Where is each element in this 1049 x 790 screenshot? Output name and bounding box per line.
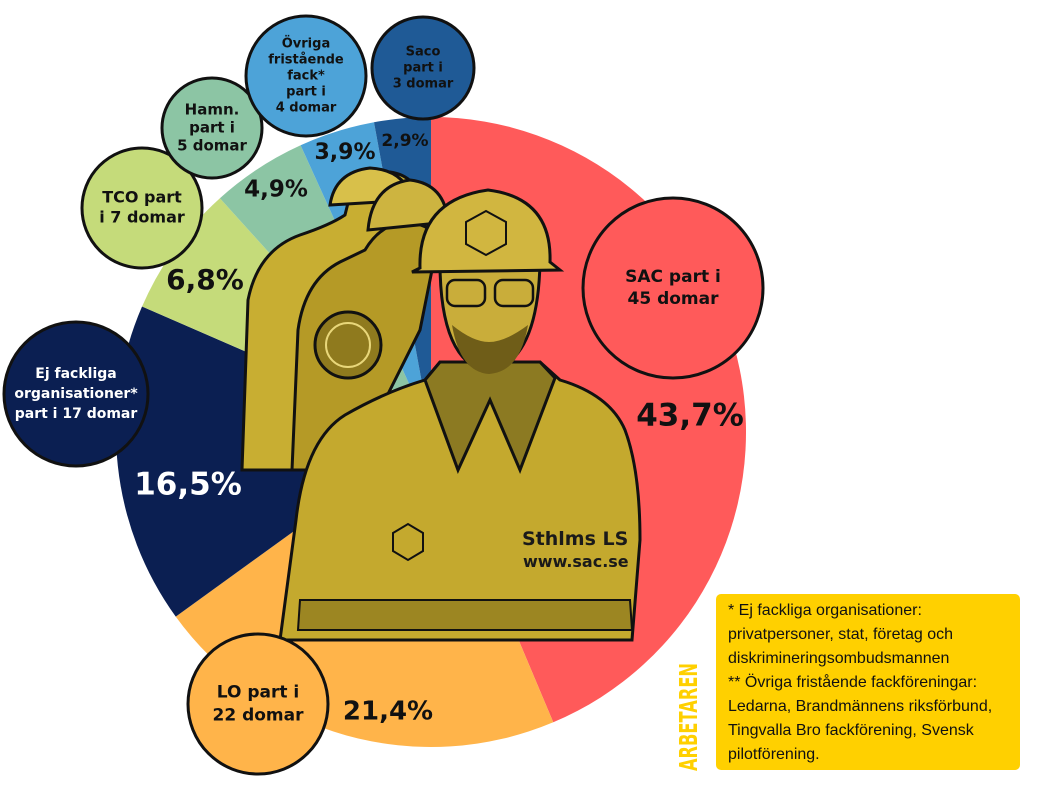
slice-label-bubble: Ej fackliga organisationer* part i 17 doma… <box>2 320 150 468</box>
bubble-label-line: fack* <box>287 69 325 84</box>
glasses-right <box>493 278 535 308</box>
bubble-label-line: Ej fackliga <box>35 366 116 382</box>
bubble-label-line: SAC part i <box>625 267 721 287</box>
slice-value-label: 6,8% <box>166 263 244 296</box>
vest-emblem <box>313 310 383 380</box>
bubble-label-line: TCO part <box>102 188 182 207</box>
slice-value-label: 2,9% <box>381 131 428 151</box>
brand-text: ARBETAREN <box>674 663 703 771</box>
jacket-collar <box>423 360 557 475</box>
value-labels: 43,7% 21,4% 16,5% 6,8% 4,9%3,9% 2,9% <box>134 131 744 727</box>
bubble-label-line: part i <box>189 119 235 137</box>
footnote-line: diskrimineringsombudsmannen <box>728 650 950 667</box>
slice-label-bubble: SAC part i45 domar <box>581 196 765 380</box>
bubble-circle <box>370 15 476 121</box>
footnote-line: * Ej fackliga organisationer: <box>728 602 922 619</box>
bubble-label-line: fristående <box>268 53 344 68</box>
arbetaren-logo: ARBETAREN <box>674 663 703 771</box>
bubble-circle <box>186 632 330 776</box>
bubble-label-line: part i <box>403 61 443 76</box>
bubble-label-line: part i 17 domar <box>15 406 138 422</box>
slice-value-label: 43,7% <box>636 398 744 434</box>
footnote-line: pilotförening. <box>728 746 820 763</box>
bubble-label-line: LO part i <box>217 683 300 703</box>
bubble-label-line: organisationer* <box>14 386 138 402</box>
bubble-label-line: 45 domar <box>628 289 720 309</box>
slice-value-label: 4,9% <box>244 177 308 203</box>
footnote-line: Tingvalla Bro fackförening, Svensk <box>728 722 974 739</box>
vest-logo <box>392 522 424 562</box>
slice-value-label: 3,9% <box>314 140 375 165</box>
main-hardhat <box>411 188 565 274</box>
slice-value-label: 21,4% <box>343 697 433 727</box>
bubble-label-line: 4 domar <box>276 101 337 116</box>
footnote-line: Ledarna, Brandmännens riksförbund, <box>728 698 993 715</box>
vest-reflective-stripe <box>296 599 634 631</box>
vest-text-1: Sthlms LS <box>522 528 628 550</box>
bubble-label-line: i 7 domar <box>99 208 185 227</box>
footnote-line: ** Övriga fristående fackföreningar: <box>728 674 978 691</box>
slice-label-bubble: LO part i 22 domar <box>186 632 330 776</box>
bubble-label-line: 5 domar <box>177 137 247 155</box>
label-bubbles: SAC part i45 domar LO part i 22 domar Ej fa… <box>2 14 765 776</box>
bubble-circle <box>2 320 150 468</box>
bubble-circle <box>160 76 264 180</box>
hardhat-logo <box>465 209 507 257</box>
bubble-label-line: Övriga <box>282 36 330 52</box>
bubble-circle <box>581 196 765 380</box>
bubble-circle <box>80 146 204 270</box>
bubble-label-line: Hamn. <box>185 101 240 119</box>
beard <box>452 325 528 374</box>
center-photo: Sthlms LS www.sac.se <box>240 166 642 642</box>
footnote-box: * Ej fackliga organisationer: privatpers… <box>716 594 1020 770</box>
glasses-left <box>445 278 487 308</box>
bubble-label-line: 3 domar <box>393 77 454 92</box>
bubble-label-line: part i <box>286 85 326 100</box>
footnote-line: privatpersoner, stat, företag och <box>728 626 954 643</box>
slice-value-label: 16,5% <box>134 467 242 503</box>
bubble-label-line: 22 domar <box>213 706 305 726</box>
vest-emblem-inner <box>325 322 371 368</box>
bubble-label-line: Saco <box>406 45 441 60</box>
slice-label-bubble: Hamn.part i5 domar <box>160 76 264 180</box>
vest-text-2: www.sac.se <box>523 552 629 571</box>
bubble-circle <box>244 14 368 138</box>
